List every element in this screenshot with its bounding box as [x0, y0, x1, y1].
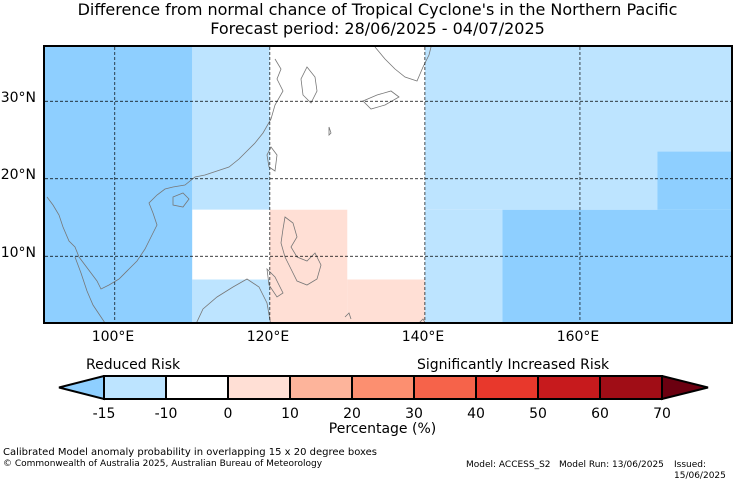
colorbar-tick-6: 40 — [467, 406, 485, 422]
colorbar-segment-3 — [227, 375, 291, 400]
footer-model: Model: ACCESS_S2 — [466, 460, 551, 470]
colorbar-segment-4 — [289, 375, 353, 400]
colorbar-tick-2: 0 — [223, 406, 233, 422]
lon-label-100e: 100°E — [91, 329, 135, 345]
map-panel — [43, 45, 733, 324]
coastline-korea — [300, 66, 318, 104]
colorbar-tick-7: 50 — [529, 406, 547, 422]
anomaly-cell-9 — [424, 209, 503, 322]
lon-label-140e: 140°E — [401, 329, 445, 345]
colorbar-arrow-left — [58, 375, 105, 401]
colorbar-caption-left: Reduced Risk — [86, 357, 181, 373]
lat-label-30n: 30°N — [0, 90, 36, 106]
colorbar-tick-1: -10 — [154, 406, 178, 422]
colorbar-segment-8 — [537, 375, 601, 400]
colorbar-segment-7 — [475, 375, 539, 400]
anomaly-cell-6 — [347, 209, 425, 280]
coastline-japan — [362, 47, 432, 110]
colorbar-axis-label: Percentage (%) — [328, 421, 437, 437]
anomaly-cell-0 — [45, 47, 193, 322]
anomaly-map — [45, 47, 731, 322]
colorbar-tick-5: 30 — [405, 406, 423, 422]
colorbar — [58, 375, 709, 401]
coastline-malay — [74, 256, 105, 322]
colorbar-tick-9: 70 — [653, 406, 671, 422]
coastline-hainan — [172, 192, 190, 208]
anomaly-cell-4 — [269, 47, 425, 210]
lon-label-120e: 120°E — [246, 329, 290, 345]
coastline-mainland — [46, 58, 284, 290]
colorbar-segment-2 — [165, 375, 229, 400]
footer-model-run: Model Run: 13/06/2025 — [559, 460, 664, 470]
anomaly-cell-3 — [192, 279, 270, 322]
anomaly-cell-7 — [347, 279, 425, 322]
anomaly-cell-1 — [192, 47, 270, 210]
colorbar-segment-9 — [599, 375, 663, 400]
lon-label-160e: 160°E — [556, 329, 600, 345]
footer-note: Calibrated Model anomaly probability in … — [3, 447, 378, 458]
colorbar-segment-6 — [413, 375, 477, 400]
coastline-islands — [328, 126, 426, 322]
footer-issued: Issued: 15/06/2025 — [674, 460, 726, 481]
colorbar-arrow-right — [661, 375, 709, 401]
colorbar-tick-0: -15 — [92, 406, 116, 422]
coastline-philippines — [266, 216, 322, 298]
colorbar-caption-right: Significantly Increased Risk — [417, 357, 610, 373]
colorbar-tick-8: 60 — [591, 406, 609, 422]
lat-label-20n: 20°N — [0, 167, 36, 183]
coastline-taiwan — [266, 146, 278, 172]
colorbar-segment-1 — [103, 375, 167, 400]
colorbar-tick-4: 20 — [343, 406, 361, 422]
colorbar-tick-3: 10 — [281, 406, 299, 422]
forecast-period: Forecast period: 28/06/2025 - 04/07/2025 — [210, 19, 545, 38]
footer-copyright: © Commonwealth of Australia 2025, Austra… — [3, 459, 323, 469]
anomaly-cell-10 — [502, 209, 731, 322]
lat-label-10n: 10°N — [0, 245, 36, 261]
anomaly-cell-5 — [269, 209, 348, 322]
anomaly-cell-2 — [192, 209, 270, 280]
colorbar-segment-5 — [351, 375, 415, 400]
chart-title: Difference from normal chance of Tropica… — [77, 0, 678, 19]
anomaly-cell-11 — [657, 151, 731, 210]
coastline-borneo — [196, 278, 271, 322]
